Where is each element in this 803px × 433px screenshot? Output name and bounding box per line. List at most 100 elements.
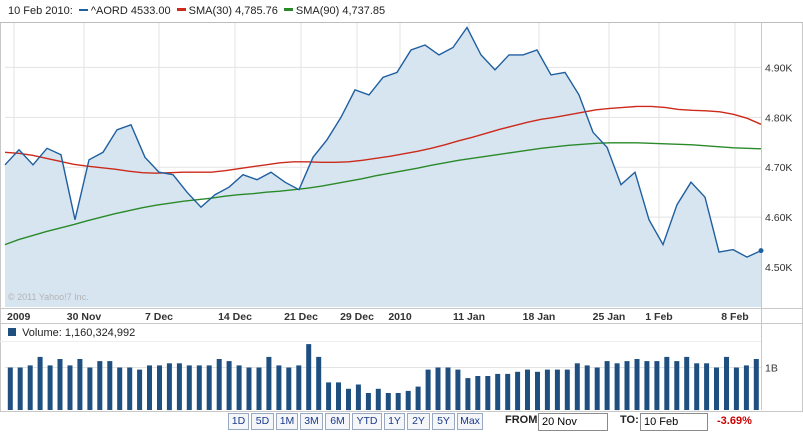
volume-bar (395, 393, 401, 410)
legend-sma30: SMA(30) 4,785.76 (188, 5, 278, 17)
volume-bar (286, 367, 292, 410)
volume-bar (425, 369, 431, 410)
volume-swatch (8, 327, 16, 336)
sma30-line (4, 105, 762, 174)
volume-bar (87, 367, 93, 410)
volume-bar (127, 367, 133, 410)
volume-bar (684, 356, 690, 410)
volume-bar (535, 371, 540, 411)
volume-bar (455, 369, 461, 410)
x-tick-label: 30 Nov (67, 311, 102, 323)
volume-bar (355, 384, 361, 410)
to-label: TO: (620, 414, 639, 426)
range-button-ytd[interactable]: YTD (352, 413, 382, 430)
volume-bar (37, 356, 43, 410)
range-button-5y[interactable]: 5Y (432, 413, 455, 430)
volume-bar (157, 365, 162, 410)
volume-bar (206, 365, 212, 410)
x-tick-label: 25 Jan (593, 311, 626, 323)
y-tick-label: 4.80K (765, 112, 792, 124)
x-tick-label: 8 Feb (721, 311, 748, 323)
volume-bar (435, 367, 441, 410)
x-tick-label: 14 Dec (218, 311, 252, 323)
volume-bar (17, 367, 23, 410)
volume-bar (226, 361, 232, 410)
volume-axis-label: 1B (765, 363, 778, 375)
volume-bar (554, 369, 560, 410)
to-date-field[interactable]: 10 Feb 2010 (640, 413, 708, 433)
volume-bar (515, 371, 521, 411)
volume-bar (57, 359, 63, 410)
sma90-line (4, 142, 762, 246)
range-button-3m[interactable]: 3M (300, 413, 323, 430)
volume-bar (196, 365, 202, 410)
volume-bar (375, 388, 381, 411)
volume-bar (634, 359, 640, 410)
range-button-1m[interactable]: 1M (276, 413, 298, 430)
legend-sma90-swatch (283, 8, 293, 11)
volume-bar (485, 376, 491, 410)
volume-bar (495, 373, 501, 410)
legend-ticker-swatch (78, 8, 88, 11)
y-tick-label: 4.70K (765, 162, 792, 174)
range-button-max[interactable]: Max (457, 413, 483, 430)
volume-bar (296, 365, 302, 410)
volume-bar (77, 359, 83, 410)
volume-bar (614, 363, 620, 411)
volume-bar (445, 367, 451, 410)
range-button-1d[interactable]: 1D (228, 413, 249, 430)
volume-bar (365, 393, 371, 410)
volume-bar (644, 361, 650, 410)
volume-bar (475, 376, 481, 410)
chart-legend: 10 Feb 2010: ^AORD 4533.00 SMA(30) 4,785… (0, 0, 803, 22)
range-button-5d[interactable]: 5D (251, 413, 274, 430)
volume-bar (564, 369, 570, 410)
y-tick-label: 4.50K (765, 262, 792, 274)
last-price-dot (758, 248, 764, 254)
x-tick-label: 18 Jan (523, 311, 556, 323)
volume-label: Volume: 1,160,324,992 (8, 327, 135, 339)
range-button-2y[interactable]: 2Y (407, 413, 430, 430)
volume-bar (704, 363, 710, 411)
volume-bar (654, 361, 660, 410)
range-controls: FROM: 20 Nov 2009 TO: 10 Feb 2010 -3.69%… (0, 412, 803, 433)
from-date-field[interactable]: 20 Nov 2009 (538, 413, 608, 433)
volume-bar (415, 386, 421, 410)
volume-bar (465, 378, 471, 410)
volume-bar (67, 365, 73, 410)
volume-bar (7, 367, 13, 410)
volume-bar (216, 359, 222, 410)
volume-bar (544, 369, 550, 410)
volume-bar (743, 365, 749, 410)
volume-bar (505, 373, 511, 410)
volume-bar (256, 367, 262, 410)
range-button-1y[interactable]: 1Y (384, 413, 405, 430)
stock-chart: 4.90K 4.80K 4.70K 4.60K 4.50K 2009 30 Nov 7 Dec… (0, 22, 803, 412)
volume-bar (107, 361, 113, 410)
volume-bar (117, 367, 123, 410)
volume-bar (574, 363, 580, 411)
volume-bar (147, 365, 152, 410)
y-tick-label: 4.90K (765, 62, 792, 74)
volume-bar (137, 369, 143, 410)
volume-label-text: Volume: 1,160,324,992 (22, 327, 136, 339)
volume-bar (594, 367, 600, 410)
range-button-6m[interactable]: 6M (325, 413, 350, 430)
volume-bar (166, 363, 172, 411)
watermark: © 2011 Yahoo!7 Inc. (8, 292, 89, 302)
volume-bar (236, 365, 242, 410)
volume-bar (584, 365, 590, 410)
volume-bar (714, 367, 719, 410)
volume-bar (753, 359, 759, 410)
volume-bar (246, 367, 252, 410)
x-tick-label: 29 Dec (340, 311, 374, 323)
volume-bar (724, 356, 729, 410)
volume-bar (664, 356, 670, 410)
volume-bar (624, 361, 630, 410)
volume-bar (276, 365, 282, 410)
volume-bar (176, 363, 182, 411)
legend-sma30-swatch (176, 8, 186, 11)
legend-date: 10 Feb 2010: (8, 5, 73, 17)
volume-bar (266, 356, 272, 410)
volume-bar (405, 390, 411, 410)
